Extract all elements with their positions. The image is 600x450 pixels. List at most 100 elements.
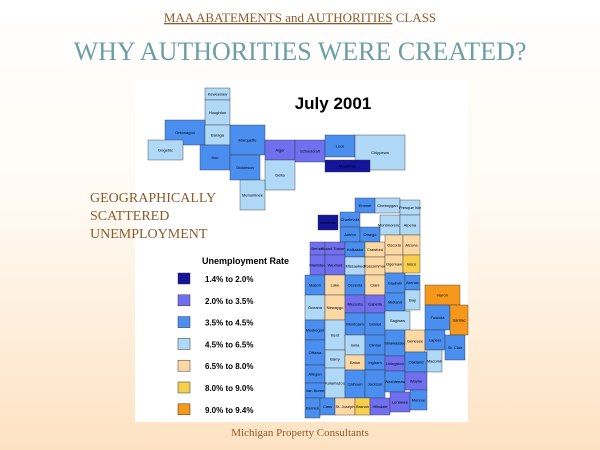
county-label: Marquette xyxy=(238,138,257,143)
county-label: Houghton xyxy=(209,110,226,115)
legend-label: 6.5% to 8.0% xyxy=(205,362,253,371)
county-label: Wayne xyxy=(410,379,423,384)
legend-label: 1.4% to 2.0% xyxy=(205,275,253,284)
legend-swatch xyxy=(177,272,191,285)
county xyxy=(426,349,443,373)
county-label: Livingston xyxy=(386,361,404,366)
county-label: Montmorency xyxy=(378,223,402,228)
county-label: Missaukee xyxy=(345,264,365,269)
county-label: Kent xyxy=(331,333,340,338)
county-label: Clare xyxy=(370,283,380,288)
county-label: Ogemaw xyxy=(386,262,402,267)
county xyxy=(404,289,421,311)
county-label: Mecosta xyxy=(347,302,363,307)
county-label: Alcona xyxy=(405,243,418,248)
county-label: Benzie xyxy=(311,246,324,251)
county-label: Alger xyxy=(275,148,285,153)
side-line: UNEMPLOYMENT xyxy=(90,227,208,242)
county-label: Berrien xyxy=(306,406,319,411)
county-label: Washtenaw xyxy=(385,379,406,384)
county-label: Bay xyxy=(409,298,416,303)
county-label: Van Buren xyxy=(306,388,325,393)
county xyxy=(444,334,466,361)
county-label: Arenac xyxy=(406,280,419,285)
side-line: GEOGRAPHICALLY xyxy=(90,191,216,206)
county-label: Allegan xyxy=(308,372,321,377)
county-label: Macomb xyxy=(427,359,443,364)
county-label: Luce xyxy=(336,144,345,149)
county-label: Dickinson xyxy=(236,165,253,170)
county xyxy=(317,214,339,231)
legend-label: 9.0% to 9.4% xyxy=(205,406,253,415)
county-label: Sanilac xyxy=(452,318,465,323)
county xyxy=(147,139,184,161)
county-label: St. Joseph xyxy=(336,404,355,409)
legend-title: Unemployment Rate xyxy=(202,256,289,266)
county xyxy=(409,389,428,411)
county-label: Ionia xyxy=(351,343,360,348)
county-label: Schoolcraft xyxy=(300,149,321,154)
footer: Michigan Property Consultants xyxy=(231,427,369,439)
county-label: Chippewa xyxy=(371,150,390,155)
legend-swatch xyxy=(177,338,191,350)
legend-swatch xyxy=(177,403,191,416)
county-label: Presque Isle xyxy=(399,205,422,210)
county-label: Hillsdale xyxy=(372,404,388,409)
county xyxy=(264,159,296,191)
county-label: Gogebic xyxy=(158,148,173,153)
county-label: Mackinac xyxy=(339,164,356,169)
county-label: Oscoda xyxy=(387,243,402,248)
county-label: Emmet xyxy=(359,203,373,208)
legend-swatch xyxy=(177,359,191,372)
county-label: Newaygo xyxy=(327,305,344,310)
county-label: Grand Traverse xyxy=(321,246,350,251)
county-label: Lapeer xyxy=(429,338,442,343)
side-line: SCATTERED xyxy=(90,209,169,224)
map: Keweenaw Houghton Ontonagon Gogebic Baraga Ir… xyxy=(147,87,469,419)
county xyxy=(324,159,371,173)
county-label: Osceola xyxy=(348,283,363,288)
county-label: Iron xyxy=(212,155,219,160)
legend-swatch xyxy=(177,381,191,394)
county-label: Barry xyxy=(330,357,340,362)
county-label: Keweenaw xyxy=(208,92,228,97)
county xyxy=(402,254,421,274)
county-label: Charlevoix xyxy=(341,217,360,222)
county xyxy=(239,179,266,211)
county-label: Alpena xyxy=(404,223,417,228)
county-label: Eaton xyxy=(350,360,360,365)
county-label: Otsego xyxy=(364,232,378,237)
county-label: Cheboygan xyxy=(377,203,397,208)
course-underlined: MAA ABATEMENTS and AUTHORITIES xyxy=(164,10,393,25)
county-label: Montcalm xyxy=(346,322,364,327)
county-label: Antrim xyxy=(344,232,356,237)
side-text: GEOGRAPHICALLY SCATTERED UNEMPLOYMENT xyxy=(90,191,216,242)
county-label: Ingham xyxy=(368,360,382,365)
slide-title: WHY AUTHORITIES WERE CREATED? xyxy=(74,37,527,66)
county-label: Clinton xyxy=(369,343,381,348)
county-label: Tuscola xyxy=(431,315,446,320)
county-label: Iosco xyxy=(407,262,417,267)
county-label: Menominee xyxy=(242,193,264,198)
county-label: Leelanau xyxy=(320,220,336,225)
county-label: Calhoun xyxy=(348,382,363,387)
county-label: Lenawee xyxy=(392,400,409,405)
county-label: Muskegon xyxy=(306,328,324,333)
county-label: Monroe xyxy=(412,398,426,403)
county-label: Gladwin xyxy=(388,281,402,286)
legend-label: 2.0% to 3.5% xyxy=(205,297,253,306)
county-label: St. Clair xyxy=(448,345,463,350)
county-label: Ottawa xyxy=(309,350,322,355)
county-label: Genesee xyxy=(407,339,424,344)
county-label: Saginaw xyxy=(390,318,405,323)
county-label: Lake xyxy=(331,283,340,288)
legend-label: 4.5% to 6.5% xyxy=(205,340,253,349)
legend-label: 3.5% to 4.5% xyxy=(205,319,253,328)
county-label: Roscommon xyxy=(364,264,386,269)
county-label: Oakland xyxy=(409,360,424,365)
county-label: Manistee xyxy=(309,263,326,268)
county-label: Kalamazoo xyxy=(325,381,346,386)
map-title: July 2001 xyxy=(295,94,372,113)
county-label: Wexford xyxy=(328,263,343,268)
